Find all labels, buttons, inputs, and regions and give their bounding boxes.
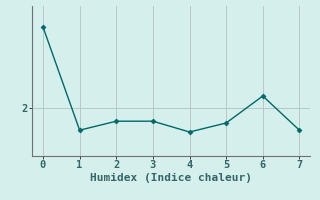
X-axis label: Humidex (Indice chaleur): Humidex (Indice chaleur) [90, 173, 252, 183]
